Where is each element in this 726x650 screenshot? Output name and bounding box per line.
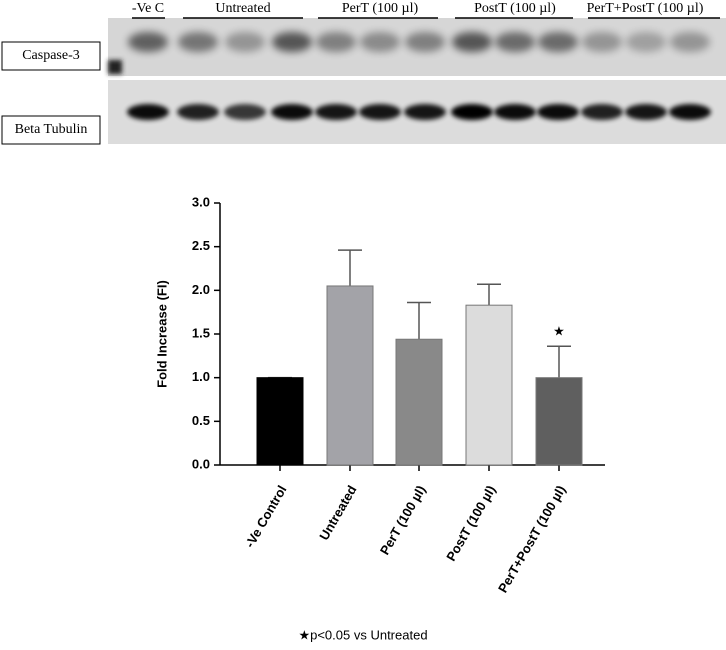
band <box>271 104 313 120</box>
band <box>538 32 578 52</box>
band <box>495 32 535 52</box>
band <box>224 104 266 120</box>
y-tick-label: 0.0 <box>192 456 210 471</box>
band <box>581 104 623 120</box>
x-tick-label: Untreated <box>316 483 359 543</box>
x-tick-label: PerT (100 µl) <box>377 483 429 558</box>
band <box>582 32 622 52</box>
bar <box>465 304 513 466</box>
x-tick-label: PostT (100 µl) <box>443 483 498 564</box>
row-label: Beta Tubulin <box>15 122 88 137</box>
band <box>451 104 493 120</box>
row-label-box <box>1 115 101 145</box>
lane-group-label: PerT (100 µl) <box>342 1 419 16</box>
lane-group-label: -Ve C <box>132 1 164 16</box>
y-tick-label: 2.5 <box>192 238 210 253</box>
western-blot: Caspase-3 Beta Tubulin -Ve C Untreated Per… <box>1 1 726 145</box>
band <box>452 32 492 52</box>
x-tick-label: -Ve Control <box>242 483 290 551</box>
bar <box>395 338 443 466</box>
band <box>404 104 446 120</box>
lane-group-label: Untreated <box>215 1 270 16</box>
band <box>405 32 445 52</box>
band <box>127 104 169 120</box>
footnote: ★p<0.05 vs Untreated <box>298 627 427 642</box>
band <box>669 104 711 120</box>
y-tick-label: 3.0 <box>192 194 210 209</box>
y-tick-label: 1.0 <box>192 369 210 384</box>
band <box>128 32 168 52</box>
band <box>670 32 710 52</box>
band <box>315 104 357 120</box>
bar <box>326 285 374 466</box>
band <box>177 104 219 120</box>
x-tick-label: PerT+PostT (100 µl) <box>495 483 569 596</box>
y-tick-label: 2.0 <box>192 282 210 297</box>
band <box>360 32 400 52</box>
band <box>494 104 536 120</box>
blot-edge <box>108 60 122 74</box>
band <box>625 104 667 120</box>
bar <box>535 377 583 466</box>
band <box>178 32 218 52</box>
band <box>359 104 401 120</box>
row-label-box <box>1 41 101 71</box>
band <box>626 32 666 52</box>
y-tick-label: 0.5 <box>192 413 210 428</box>
bar <box>256 377 304 466</box>
y-axis-label: Fold Increase (FI) <box>154 280 169 388</box>
band <box>537 104 579 120</box>
row-label: Caspase-3 <box>22 48 80 63</box>
band <box>272 32 312 52</box>
lane-group-label: PostT (100 µl) <box>474 1 556 16</box>
lane-group-label: PerT+PostT (100 µl) <box>587 1 704 16</box>
band <box>225 32 265 52</box>
band <box>316 32 356 52</box>
y-tick-label: 1.5 <box>192 325 210 340</box>
significance-mark: ★ <box>553 324 565 339</box>
